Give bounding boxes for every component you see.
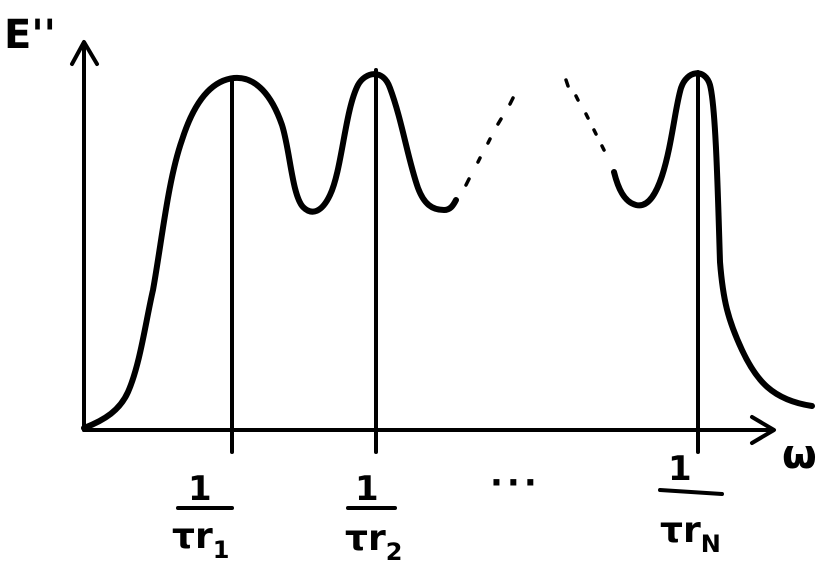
peak-1-denominator: τr1 [172, 516, 229, 564]
y-axis-label: E'' [4, 12, 56, 58]
axes [70, 40, 776, 445]
curve-right-segment [611, 70, 815, 409]
gap-dots [464, 78, 606, 187]
peak-1-sub: 1 [213, 536, 230, 564]
peak-1-numerator: 1 [188, 469, 212, 509]
peak-N-sub: N [701, 530, 721, 558]
peak-2-frequency-label: 1 τr2 [345, 469, 402, 566]
x-axis-label: ω [782, 432, 817, 478]
gap-ellipsis: ··· [490, 463, 541, 503]
gap-dot [508, 96, 515, 106]
loss-modulus-curve [81, 70, 815, 431]
gap-dot [496, 117, 503, 126]
gap-dot [592, 128, 598, 136]
gap-dots-falling [564, 78, 570, 88]
peak-1-frequency-label: 1 τr1 [172, 469, 234, 564]
gap-dot [476, 156, 482, 164]
peak-N-fraction-bar [658, 488, 724, 496]
peak-2-numerator: 1 [355, 469, 379, 509]
gap-dot [486, 137, 492, 145]
gap-dot [574, 94, 580, 102]
peak-N-denominator: τrN [660, 510, 721, 558]
peak-2-denominator: τr2 [345, 518, 402, 566]
gap-dot [584, 112, 590, 120]
y-axis-arrowhead [70, 40, 99, 66]
peak-2-tau: τ [345, 518, 368, 559]
gap-dots-rising [464, 177, 471, 187]
peak-N-numerator: 1 [668, 449, 692, 489]
x-axis-arrowhead [750, 415, 776, 445]
peak-2-r: r [368, 518, 386, 559]
peak-1-tau: τ [172, 516, 195, 557]
peak-N-frequency-label: 1 τrN [658, 449, 724, 558]
peak-markers [230, 68, 700, 454]
peak-2-sub: 2 [386, 538, 403, 566]
curve-left-segment [81, 71, 459, 431]
peak-1-r: r [195, 516, 213, 557]
peak-N-r: r [683, 510, 701, 551]
peak-N-tau: τ [660, 510, 683, 551]
gap-dot [600, 144, 606, 152]
